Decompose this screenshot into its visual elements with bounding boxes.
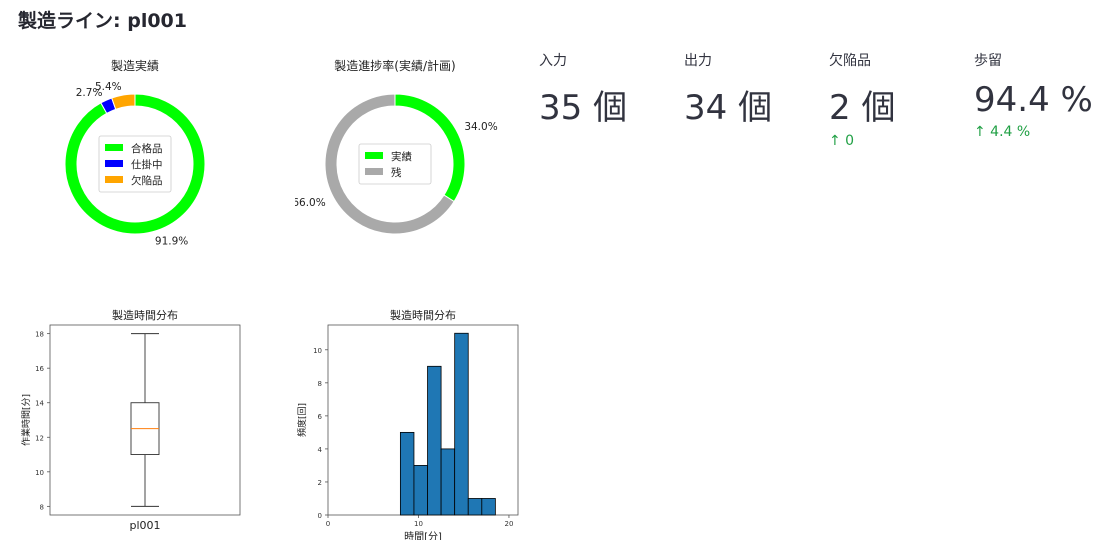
histogram-ytick-label-0: 0	[318, 512, 322, 520]
metric-yield-label: 歩留	[974, 53, 1002, 69]
metric-input: 入力 35 個	[539, 50, 679, 129]
histogram-xtick-label-0: 0	[326, 520, 330, 528]
page-title: 製造ライン: pl001	[18, 10, 187, 32]
donut2-legend-swatch-1	[365, 168, 383, 175]
histogram-bar-2	[427, 365, 442, 516]
donut1-legend-label-2: 欠陥品	[131, 174, 163, 187]
donut2-legend-label-1: 残	[391, 166, 402, 179]
boxplot-ytick-label-4: 16	[35, 365, 44, 373]
time-distribution-histogram-svg: 製造時間分布 0 2 4 6 8 10 0 10 20 時間[分] 頻度[回]	[296, 308, 519, 543]
histogram-ytick-label-4: 8	[318, 380, 322, 388]
boxplot-ytick-label-3: 14	[35, 400, 44, 408]
donut1-legend-label-0: 合格品	[131, 142, 163, 155]
metric-output-value: 34 個	[684, 88, 773, 128]
boxplot-ytick-label-2: 12	[35, 434, 44, 442]
donut1-slice-0	[64, 93, 206, 235]
donut1-title: 製造実績	[111, 58, 159, 73]
metric-yield: 歩留 94.4 % ↑ 4.4 %	[974, 50, 1102, 140]
donut2-legend-swatch-0	[365, 152, 383, 159]
metric-input-label: 入力	[539, 53, 567, 69]
histogram-xtick-label-2: 20	[504, 520, 513, 528]
donut1-legend-swatch-1	[105, 160, 123, 167]
boxplot-ytick-label-5: 18	[35, 331, 44, 339]
histogram-xtick-label-1: 10	[414, 520, 423, 528]
metric-defects-delta: ↑ 0	[829, 133, 855, 149]
histogram-ylabel: 頻度[回]	[296, 403, 308, 437]
metric-defects-label: 欠陥品	[829, 53, 871, 69]
time-distribution-boxplot-svg: 製造時間分布 8 10 12 14 16 18 作業時間[分] pl001	[20, 308, 241, 532]
metric-input-value: 35 個	[539, 88, 628, 128]
metric-output: 出力 34 個	[684, 50, 824, 129]
boxplot-ytick-label-1: 10	[35, 469, 44, 477]
donut2-slice-1	[324, 93, 455, 235]
histogram-ytick-label-3: 6	[318, 413, 323, 421]
donut2-title: 製造進捗率(実績/計画)	[334, 58, 455, 73]
donut1-pct-label-1: 2.7%	[76, 87, 103, 99]
metric-output-label: 出力	[684, 53, 712, 69]
histogram-bar-1	[413, 465, 428, 516]
donut1-legend-swatch-0	[105, 144, 123, 151]
histogram-bar-3	[440, 448, 456, 516]
histogram-xlabel: 時間[分]	[404, 531, 442, 540]
histogram-ytick-label-1: 2	[318, 479, 322, 487]
boxplot-panel: 製造時間分布 8 10 12 14 16 18 作業時間[分] pl001	[20, 305, 250, 544]
metric-defects: 欠陥品 2 個 ↑ 0	[829, 50, 969, 149]
boxplot-ytick-label-0: 8	[40, 503, 44, 511]
histogram-panel: 製造時間分布 0 2 4 6 8 10 0 10 20 時間[分] 頻度[回]	[295, 305, 530, 544]
histogram-title: 製造時間分布	[390, 308, 456, 322]
histogram-bar-4	[454, 332, 469, 516]
histogram-bar-6	[481, 498, 496, 516]
metric-yield-delta: ↑ 4.4 %	[974, 124, 1031, 140]
production-progress-chart: 製造進捗率(実績/計画) 34.0% 66.0% 実績残	[292, 52, 515, 266]
boxplot-xtick-label-0: pl001	[129, 519, 160, 532]
metric-defects-value: 2 個	[829, 88, 896, 128]
donut1-legend-swatch-2	[105, 176, 123, 183]
donut2-pct-label-1: 66.0%	[295, 197, 326, 209]
metric-yield-value: 94.4 %	[974, 80, 1093, 120]
histogram-ytick-label-5: 10	[313, 347, 322, 355]
donut2-legend-label-0: 実績	[391, 150, 412, 163]
donut2-pct-label-0: 34.0%	[464, 121, 497, 133]
donut1-legend-label-1: 仕掛中	[131, 158, 163, 171]
donut1-slice-2	[111, 93, 136, 110]
production-progress-donut-svg: 製造進捗率(実績/計画) 34.0% 66.0% 実績残	[292, 58, 498, 235]
histogram-ytick-label-2: 4	[318, 446, 323, 454]
donut1-pct-label-2: 5.4%	[95, 81, 122, 93]
histogram-bar-0	[399, 431, 415, 516]
boxplot-ylabel: 作業時間[分]	[20, 394, 32, 446]
donut1-pct-label-0: 91.9%	[155, 236, 188, 248]
boxplot-frame	[49, 324, 241, 516]
histogram-bar-5	[467, 498, 483, 516]
production-results-chart: 製造実績 91.9% 2.7% 5.4% 合格品仕掛中欠陥品	[40, 52, 240, 266]
boxplot-title: 製造時間分布	[112, 308, 178, 322]
